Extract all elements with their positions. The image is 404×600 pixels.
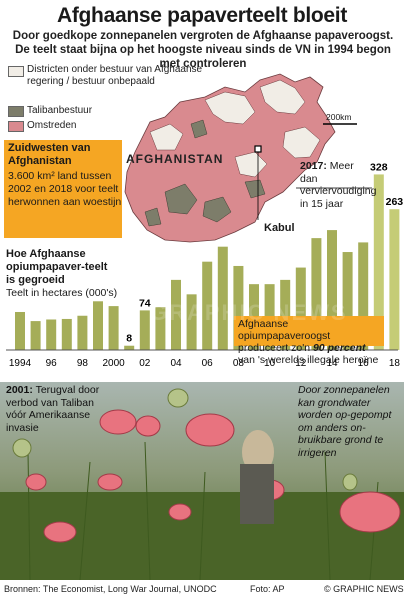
southwest-body: 3.600 km² land tussen 2002 en 2018 voor … bbox=[8, 170, 122, 208]
legend-label-government: Districten onder bestuur van Afghaanse r… bbox=[27, 64, 203, 87]
heroin-stat-box: Afghaanse opiumpapaveroogst produceert z… bbox=[234, 316, 384, 366]
footer-photo-credit: Foto: AP bbox=[250, 584, 285, 594]
annotation-2017-text: Meer dan verviervoudiging in 15 jaar bbox=[300, 160, 377, 210]
tick-label-2002: 02 bbox=[139, 358, 151, 369]
tick-label-2004: 04 bbox=[170, 358, 182, 369]
bar-2016 bbox=[358, 242, 369, 350]
scale-label: 200km bbox=[326, 112, 352, 122]
bar-2011 bbox=[280, 279, 291, 350]
map-government-area-3 bbox=[282, 126, 321, 159]
tick-label-2012: 12 bbox=[295, 358, 307, 369]
bar-2014 bbox=[327, 230, 337, 350]
map-country-label: AFGHANISTAN bbox=[126, 152, 224, 166]
data-label-2018: 263 bbox=[386, 196, 404, 208]
southwest-heading: Zuidwesten van Afghanistan bbox=[8, 142, 91, 167]
bar-2017 bbox=[373, 174, 384, 350]
bar-2018 bbox=[389, 209, 400, 350]
map-government-area-5 bbox=[234, 151, 268, 178]
bar-2003 bbox=[155, 307, 166, 350]
map-taliban-area-2 bbox=[202, 196, 232, 223]
stat-text-pre: Afghaanse opiumpapaveroogst produceert z… bbox=[238, 318, 331, 354]
bar-2000 bbox=[108, 306, 119, 350]
tick-label-2014: 14 bbox=[326, 358, 338, 369]
map-taliban-area-5 bbox=[144, 207, 162, 227]
footer-brand: © GRAPHIC NEWS bbox=[324, 584, 404, 594]
tick-label-2006: 06 bbox=[202, 358, 214, 369]
bar-2013 bbox=[311, 238, 322, 350]
photo-caption-left-text: Terugval door verbod van Taliban vóór Am… bbox=[6, 384, 100, 434]
tick-label-2018: 18 bbox=[389, 358, 401, 369]
map-taliban-area-1 bbox=[164, 183, 198, 215]
poppy-field-photo bbox=[0, 382, 404, 580]
tick-label-1998: 98 bbox=[77, 358, 89, 369]
watermark: GRAPHIC NEWS bbox=[150, 300, 348, 325]
annotation-2017: 2017: Meer dan verviervoudiging in 15 ja… bbox=[300, 160, 376, 210]
photo-caption-left-year: 2001: bbox=[6, 384, 33, 396]
afghanistan-map bbox=[95, 62, 365, 252]
stat-text-bold: 90 percent bbox=[312, 342, 366, 354]
bar-2012 bbox=[295, 267, 306, 350]
data-label-2017: 328 bbox=[370, 161, 388, 173]
bar-1995 bbox=[30, 321, 41, 350]
bar-1999 bbox=[93, 301, 103, 350]
photo-caption-left: 2001: Terugval door verbod van Taliban v… bbox=[6, 384, 111, 434]
chart-ylabel: Teelt in hectares (000's) bbox=[6, 287, 118, 299]
legend-swatch-government bbox=[8, 66, 24, 77]
bar-2015 bbox=[342, 252, 353, 350]
footer-sources: Bronnen: The Economist, Long War Journal… bbox=[4, 584, 217, 594]
legend-swatch-contested bbox=[8, 121, 24, 132]
tick-label-2008: 08 bbox=[233, 358, 245, 369]
tick-label-2010: 10 bbox=[264, 358, 276, 369]
bar-2008 bbox=[233, 265, 244, 350]
page-subtitle: Door goedkope zonnepanelen vergroten de … bbox=[12, 30, 394, 70]
legend-label-contested: Omstreden bbox=[27, 120, 77, 131]
kabul-label: Kabul bbox=[264, 222, 295, 234]
bar-2002 bbox=[139, 310, 150, 350]
bar-1996 bbox=[46, 319, 57, 350]
tick-label-2016: 16 bbox=[358, 358, 370, 369]
map-government-area-2 bbox=[259, 79, 306, 115]
map-government-area-4 bbox=[149, 123, 184, 151]
chart-title: Hoe Afghaanse opiumpapaver-teelt is gegr… bbox=[6, 248, 108, 286]
legend-label-taliban: Talibanbestuur bbox=[27, 105, 93, 116]
bar-1997 bbox=[61, 318, 72, 350]
tick-label-1996: 96 bbox=[46, 358, 58, 369]
annotation-2017-year: 2017: bbox=[300, 160, 327, 172]
legend-swatch-taliban bbox=[8, 106, 24, 117]
map-government-area-1 bbox=[204, 91, 256, 125]
page-title: Afghaanse papaverteelt bloeit bbox=[56, 4, 348, 27]
stat-text-post: van 's werelds illegale heroïne bbox=[238, 354, 379, 366]
bar-2004 bbox=[171, 279, 181, 350]
tick-label-2000: 2000 bbox=[102, 358, 125, 369]
map-taliban-area-3 bbox=[244, 179, 266, 199]
footer: Bronnen: The Economist, Long War Journal… bbox=[0, 580, 404, 600]
bar-2001 bbox=[124, 345, 135, 350]
bar-2006 bbox=[202, 261, 213, 350]
map-taliban-area-4 bbox=[190, 119, 208, 139]
tick-label-1994: 1994 bbox=[9, 358, 32, 369]
farmer-figure bbox=[242, 430, 274, 474]
bar-2005 bbox=[186, 294, 197, 350]
photo-caption-right: Door zonnepanelen kan grondwater worden … bbox=[298, 384, 392, 459]
data-label-2001: 8 bbox=[126, 333, 132, 345]
bar-1994 bbox=[15, 311, 25, 350]
southwest-callout-box: Zuidwesten van Afghanistan 3.600 km² lan… bbox=[4, 140, 122, 238]
bar-1998 bbox=[77, 315, 88, 350]
bar-2007 bbox=[217, 246, 228, 350]
data-label-2002: 74 bbox=[139, 297, 151, 309]
opium-cultivation-chart: 1994 96 98 2000 02 04 06 08 10 12 14 16 18 8 74 328 263 bbox=[6, 161, 404, 369]
